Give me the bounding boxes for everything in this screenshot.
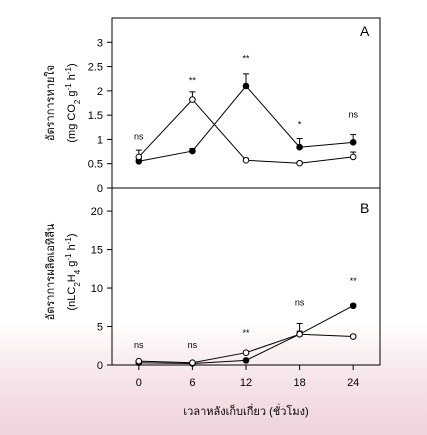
data-point-open (349, 333, 357, 340)
y-tick-label: 5 (97, 322, 103, 334)
panel-b-y-ticks: 0 5 10 15 20 (91, 206, 112, 372)
panel-a-series (135, 73, 357, 167)
panel-b-annotations: ns ns ** ns ** (134, 276, 357, 350)
panel-a-label: A (360, 23, 370, 39)
significance-label: ** (242, 328, 250, 338)
x-tick-label: 18 (293, 377, 305, 389)
data-point-open (135, 357, 143, 365)
x-tick-label: 12 (240, 377, 252, 389)
data-point-open (189, 359, 196, 366)
data-point-filled (242, 82, 250, 90)
y-tick-label: 1 (97, 134, 103, 146)
panel-b-series (135, 302, 357, 367)
panel-b-y-unit: (nLC2H4 g-1 h-1) (64, 234, 82, 311)
panel-a: 00.511.522.53 ns*****ns A อัตราการหายใจ … (44, 17, 381, 195)
y-tick-label: 0 (97, 360, 103, 372)
panel-b-label: B (360, 200, 369, 216)
significance-label: ** (189, 76, 197, 86)
data-point-open (296, 159, 303, 167)
significance-label: ns (348, 110, 358, 120)
series-line-open (138, 98, 354, 164)
significance-label: * (298, 119, 302, 129)
data-point-open (242, 349, 250, 356)
y-tick-label: 2 (97, 86, 103, 98)
y-tick-label: 1.5 (88, 110, 103, 122)
significance-label: ns (134, 131, 144, 141)
data-point-filled (296, 143, 303, 151)
y-tick-label: 15 (91, 245, 103, 257)
significance-label: ns (188, 340, 198, 350)
panel-b: 0 5 10 15 20 0 6 12 18 24 ns ns ** ns ** B อัตราการผ… (44, 187, 381, 418)
panel-a-y-unit: (mg CO2 g-1 h-1) (64, 63, 82, 142)
panel-a-y-ticks: 0 0.5 1 1.5 2 2.5 3 (88, 37, 112, 195)
y-tick-label: 2.5 (88, 62, 103, 74)
panel-b-y-label: อัตราการผลิตเอทิลีน (44, 223, 57, 320)
data-point-filled (189, 147, 196, 155)
data-point-open (296, 330, 303, 338)
significance-label: ** (242, 54, 250, 64)
data-point-open (135, 153, 143, 161)
panel-a-annotations: ns*****ns (134, 54, 358, 142)
data-point-filled (349, 302, 357, 310)
x-tick-label: 6 (189, 377, 195, 389)
data-point-open (349, 153, 357, 161)
y-tick-label: 0.5 (88, 159, 103, 171)
panel-b-frame (111, 187, 381, 366)
significance-label: ns (134, 340, 144, 350)
data-point-filled (349, 139, 357, 146)
y-tick-label: 10 (91, 283, 103, 295)
significance-label: ** (350, 276, 358, 286)
series-line-filled (138, 85, 354, 162)
panel-a-y-label: อัตราการหายใจ (44, 65, 57, 141)
x-axis-label: เวลาหลังเก็บเกี่ยว (ชั่วโมง) (183, 403, 308, 418)
y-tick-label: 20 (91, 206, 103, 218)
y-tick-label: 3 (97, 37, 103, 49)
data-point-open (242, 157, 250, 164)
significance-label: ns (295, 298, 305, 308)
data-point-filled (242, 357, 250, 364)
x-tick-label: 24 (347, 377, 359, 389)
panel-b-x-ticks: 0 6 12 18 24 (136, 365, 359, 389)
y-tick-label: 0 (97, 183, 103, 195)
data-point-open (189, 96, 196, 103)
x-tick-label: 0 (136, 377, 142, 389)
